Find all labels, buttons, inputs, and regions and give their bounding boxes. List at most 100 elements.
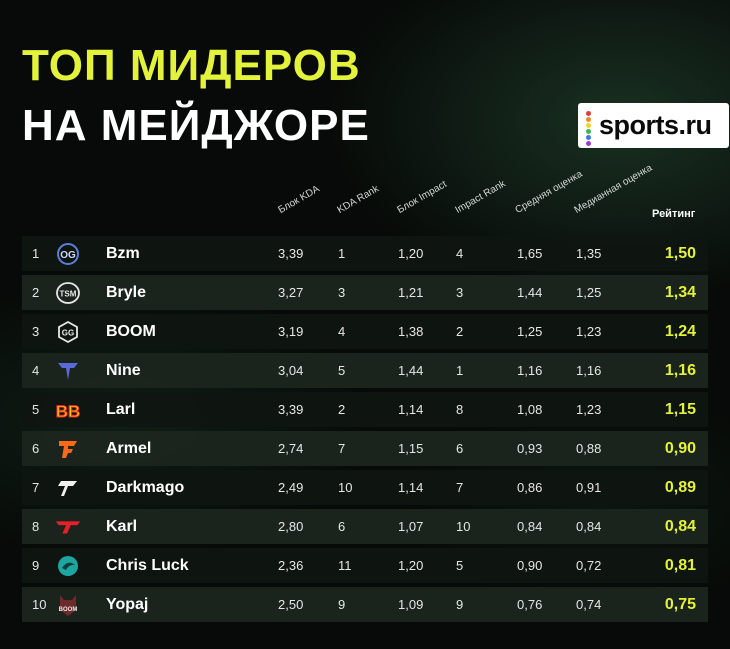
table-row: 2 TSM Bryle 3,27 3 1,21 3 1,44 1,25 1,34 <box>22 275 708 310</box>
beastcoast-logo-icon <box>54 553 82 578</box>
impact-rank-value: 3 <box>456 285 464 300</box>
betboom-logo-icon: BB <box>54 397 82 422</box>
rank-number: 4 <box>32 363 40 378</box>
svg-text:GG: GG <box>62 328 74 337</box>
rank-number: 8 <box>32 519 40 534</box>
median-score-value: 0,91 <box>576 480 602 495</box>
kda-block-value: 3,04 <box>278 363 304 378</box>
average-score-value: 0,76 <box>517 597 543 612</box>
impact-rank-value: 4 <box>456 246 464 261</box>
brand-dot <box>586 134 591 140</box>
median-score-value: 1,16 <box>576 363 602 378</box>
player-name: Karl <box>106 518 138 535</box>
average-score-value: 1,65 <box>517 246 543 261</box>
median-score-value: 1,25 <box>576 285 602 300</box>
median-score-value: 1,23 <box>576 324 602 339</box>
boom-esports-logo-icon: BOOM <box>54 592 82 617</box>
rank-number: 10 <box>32 597 47 612</box>
header-impact-block: Блок Impact <box>395 178 449 216</box>
median-score-value: 0,88 <box>576 441 602 456</box>
rating-value: 0,89 <box>664 479 696 496</box>
rating-value: 1,24 <box>664 323 696 340</box>
brand-dots-icon <box>581 106 597 146</box>
rating-value: 1,34 <box>664 284 696 301</box>
impact-rank-value: 1 <box>456 363 464 378</box>
impact-block-value: 1,21 <box>398 285 424 300</box>
impact-rank-value: 8 <box>456 402 464 417</box>
kda-block-value: 3,27 <box>278 285 304 300</box>
player-name: Nine <box>106 362 141 379</box>
player-name: Yopaj <box>106 596 149 613</box>
fnatic-logo-icon <box>54 436 82 461</box>
rating-value: 0,75 <box>664 596 696 613</box>
median-score-value: 0,84 <box>576 519 602 534</box>
brand-dot <box>586 122 591 128</box>
impact-rank-value: 10 <box>456 519 471 534</box>
kda-rank-value: 3 <box>338 285 346 300</box>
kda-block-value: 2,36 <box>278 558 304 573</box>
rating-value: 0,84 <box>664 518 696 535</box>
kda-rank-value: 4 <box>338 324 346 339</box>
impact-block-value: 1,15 <box>398 441 424 456</box>
rating-value: 0,81 <box>664 557 696 574</box>
kda-rank-value: 1 <box>338 246 346 261</box>
average-score-value: 1,08 <box>517 402 543 417</box>
t1-logo-icon <box>54 514 82 539</box>
rank-number: 3 <box>32 324 40 339</box>
table-row: 5 BB Larl 3,39 2 1,14 8 1,08 1,23 1,15 <box>22 392 708 427</box>
title-line-2: НА МЕЙДЖОРЕ <box>22 101 370 150</box>
header-impact-rank: Impact Rank <box>453 178 508 216</box>
rank-number: 5 <box>32 402 40 417</box>
rank-number: 9 <box>32 558 40 573</box>
og-logo-icon: OG <box>54 241 82 266</box>
talon-logo-icon <box>54 475 82 500</box>
impact-rank-value: 7 <box>456 480 464 495</box>
table-row: 8 Karl 2,80 6 1,07 10 0,84 0,84 0,84 <box>22 509 708 544</box>
kda-rank-value: 2 <box>338 402 346 417</box>
rank-number: 7 <box>32 480 40 495</box>
average-score-value: 0,90 <box>517 558 543 573</box>
player-name: Bzm <box>106 245 140 262</box>
impact-block-value: 1,14 <box>398 402 424 417</box>
table-row: 6 Armel 2,74 7 1,15 6 0,93 0,88 0,90 <box>22 431 708 466</box>
impact-block-value: 1,20 <box>398 246 424 261</box>
kda-block-value: 2,74 <box>278 441 304 456</box>
header-median-score: Медианная оценка <box>572 162 655 216</box>
table-row: 4 Nine 3,04 5 1,44 1 1,16 1,16 1,16 <box>22 353 708 388</box>
brand-dot <box>586 110 591 116</box>
kda-block-value: 3,39 <box>278 246 304 261</box>
tsm-logo-icon: TSM <box>54 280 82 305</box>
player-name: BOOM <box>106 323 156 340</box>
tundra-logo-icon <box>54 358 82 383</box>
table-row: 10 BOOM Yopaj 2,50 9 1,09 9 0,76 0,74 0,75 <box>22 587 708 622</box>
header-rating: Рейтинг <box>652 208 696 220</box>
impact-block-value: 1,44 <box>398 363 424 378</box>
svg-text:BB: BB <box>56 402 81 421</box>
median-score-value: 1,23 <box>576 402 602 417</box>
header-kda-block: Блок KDA <box>276 183 322 216</box>
impact-block-value: 1,09 <box>398 597 424 612</box>
table-row: 9 Chris Luck 2,36 11 1,20 5 0,90 0,72 0,81 <box>22 548 708 583</box>
header-kda-rank: KDA Rank <box>335 183 381 216</box>
average-score-value: 0,93 <box>517 441 543 456</box>
player-name: Armel <box>106 440 152 457</box>
svg-text:BOOM: BOOM <box>59 607 78 613</box>
impact-block-value: 1,14 <box>398 480 424 495</box>
player-name: Darkmago <box>106 479 185 496</box>
kda-rank-value: 5 <box>338 363 346 378</box>
average-score-value: 1,25 <box>517 324 543 339</box>
kda-block-value: 2,49 <box>278 480 304 495</box>
player-name: Chris Luck <box>106 557 189 574</box>
table-row: 1 OG Bzm 3,39 1 1,20 4 1,65 1,35 1,50 <box>22 236 708 271</box>
rank-number: 6 <box>32 441 40 456</box>
average-score-value: 0,86 <box>517 480 543 495</box>
svg-text:TSM: TSM <box>60 289 77 298</box>
average-score-value: 1,44 <box>517 285 543 300</box>
gaimin-gladiators-logo-icon: GG <box>54 319 82 344</box>
rank-number: 2 <box>32 285 40 300</box>
kda-block-value: 3,19 <box>278 324 304 339</box>
svg-text:OG: OG <box>60 250 76 261</box>
kda-rank-value: 7 <box>338 441 346 456</box>
rating-value: 0,90 <box>664 440 696 457</box>
